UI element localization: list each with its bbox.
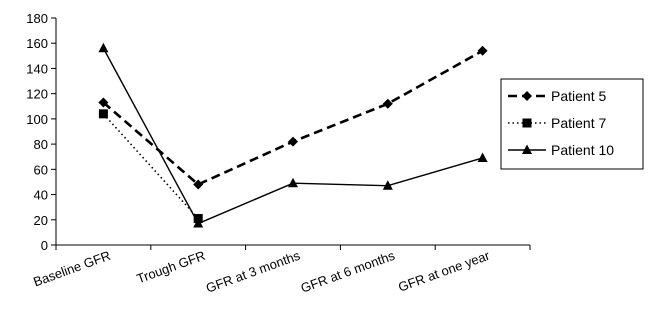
legend-label: Patient 7 bbox=[551, 115, 606, 131]
legend-marker bbox=[522, 144, 532, 154]
series-patient-7 bbox=[98, 109, 203, 224]
data-point bbox=[288, 136, 298, 147]
data-point bbox=[98, 109, 108, 119]
data-point bbox=[382, 98, 393, 109]
x-tick-label: Trough GFR bbox=[135, 248, 208, 287]
data-point bbox=[98, 42, 109, 53]
x-tick-label: GFR at 3 months bbox=[204, 248, 303, 296]
y-tick-label: 100 bbox=[26, 112, 48, 127]
data-point bbox=[193, 218, 204, 228]
y-axis-ticks: 0 20 40 60 80 100 120 140 160 180 bbox=[26, 11, 56, 253]
x-tick-label: Baseline GFR bbox=[31, 248, 112, 290]
y-tick-label: 0 bbox=[41, 238, 48, 253]
data-point bbox=[382, 180, 393, 190]
legend-label: Patient 10 bbox=[551, 142, 614, 158]
data-point bbox=[477, 45, 488, 56]
y-tick-label: 140 bbox=[26, 61, 48, 76]
legend: Patient 5 Patient 7 Patient 10 bbox=[500, 78, 644, 170]
legend-marker bbox=[522, 91, 532, 101]
legend-marker bbox=[522, 118, 532, 128]
axes bbox=[55, 18, 530, 246]
data-point bbox=[193, 179, 204, 190]
series-patient-5 bbox=[98, 45, 488, 190]
data-point bbox=[98, 97, 109, 108]
y-tick-label: 20 bbox=[34, 213, 48, 228]
legend-label: Patient 5 bbox=[551, 88, 606, 104]
data-point bbox=[477, 152, 488, 162]
data-point bbox=[288, 177, 298, 188]
y-tick-label: 120 bbox=[26, 87, 48, 102]
y-tick-label: 160 bbox=[26, 36, 48, 51]
x-tick-label: GFR at one year bbox=[396, 247, 492, 294]
series-line bbox=[102, 47, 483, 225]
y-tick-label: 80 bbox=[34, 137, 48, 152]
series-line bbox=[102, 49, 484, 186]
series-group bbox=[98, 42, 488, 228]
y-tick-label: 60 bbox=[34, 162, 48, 177]
x-tick-label: GFR at 6 months bbox=[299, 248, 398, 296]
series-patient-10 bbox=[98, 42, 488, 228]
y-tick-label: 180 bbox=[26, 11, 48, 26]
series-line bbox=[102, 113, 199, 220]
y-tick-label: 40 bbox=[34, 188, 48, 203]
